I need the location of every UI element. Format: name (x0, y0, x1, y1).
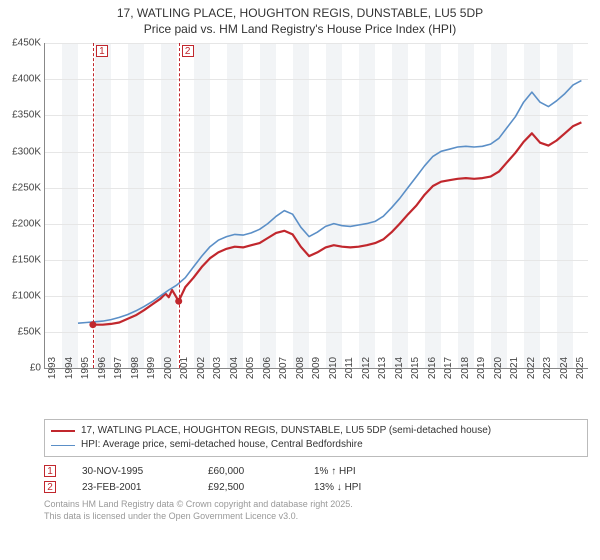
x-tick-label: 2021 (507, 357, 509, 379)
y-tick-label: £300K (5, 146, 45, 157)
y-tick-label: £350K (5, 110, 45, 121)
x-tick-label: 2006 (260, 357, 262, 379)
transaction-hpi: 13% ↓ HPI (314, 482, 404, 493)
x-tick-label: 2011 (342, 357, 344, 379)
sale-marker-label: 2 (182, 45, 194, 57)
sale-marker-line (179, 43, 180, 368)
title-line-1: 17, WATLING PLACE, HOUGHTON REGIS, DUNST… (4, 6, 596, 22)
y-tick-label: £200K (5, 218, 45, 229)
transaction-row: 2 23-FEB-2001 £92,500 13% ↓ HPI (44, 479, 588, 495)
sale-marker-label: 1 (96, 45, 108, 57)
legend-item: 17, WATLING PLACE, HOUGHTON REGIS, DUNST… (51, 424, 581, 438)
footer-line-1: Contains HM Land Registry data © Crown c… (44, 499, 588, 511)
plot-area: £0£50K£100K£150K£200K£250K£300K£350K£400… (44, 43, 588, 369)
y-tick-label: £50K (5, 327, 45, 338)
y-tick-label: £100K (5, 290, 45, 301)
x-tick-label: 2003 (210, 357, 212, 379)
x-tick-label: 2014 (392, 357, 394, 379)
x-tick-label: 2005 (243, 357, 245, 379)
x-tick-label: 2012 (359, 357, 361, 379)
x-tick-label: 2002 (194, 357, 196, 379)
legend-item: HPI: Average price, semi-detached house,… (51, 438, 581, 452)
transaction-index: 1 (44, 465, 56, 477)
legend-swatch (51, 430, 75, 432)
x-tick-label: 1998 (128, 357, 130, 379)
x-tick-label: 2010 (326, 357, 328, 379)
plot-wrapper: £0£50K£100K£150K£200K£250K£300K£350K£400… (44, 43, 588, 391)
x-tick-label: 1993 (45, 357, 47, 379)
x-tick-label: 2017 (441, 357, 443, 379)
legend: 17, WATLING PLACE, HOUGHTON REGIS, DUNST… (44, 419, 588, 457)
transaction-table: 1 30-NOV-1995 £60,000 1% ↑ HPI 2 23-FEB-2001 £… (44, 463, 588, 495)
y-tick-label: £400K (5, 74, 45, 85)
x-tick-label: 2015 (408, 357, 410, 379)
x-tick-label: 2020 (491, 357, 493, 379)
chart-title: 17, WATLING PLACE, HOUGHTON REGIS, DUNST… (0, 0, 600, 39)
series-hpi (78, 81, 581, 324)
footer-line-2: This data is licensed under the Open Gov… (44, 511, 588, 523)
x-tick-label: 2018 (458, 357, 460, 379)
title-line-2: Price paid vs. HM Land Registry's House … (4, 22, 596, 38)
legend-swatch (51, 445, 75, 446)
x-tick-label: 2024 (557, 357, 559, 379)
x-tick-label: 1994 (62, 357, 64, 379)
line-series-svg (45, 43, 588, 368)
x-tick-label: 2022 (524, 357, 526, 379)
transaction-price: £60,000 (208, 466, 288, 477)
transaction-price: £92,500 (208, 482, 288, 493)
x-tick-label: 2004 (227, 357, 229, 379)
transaction-row: 1 30-NOV-1995 £60,000 1% ↑ HPI (44, 463, 588, 479)
series-price_paid (93, 123, 582, 325)
x-tick-label: 2007 (276, 357, 278, 379)
chart-container: 17, WATLING PLACE, HOUGHTON REGIS, DUNST… (0, 0, 600, 560)
x-tick-label: 2023 (540, 357, 542, 379)
x-tick-label: 2000 (161, 357, 163, 379)
x-tick-label: 1995 (78, 357, 80, 379)
x-tick-label: 1999 (144, 357, 146, 379)
x-tick-label: 2008 (293, 357, 295, 379)
y-tick-label: £0 (5, 363, 45, 374)
y-tick-label: £450K (5, 38, 45, 49)
footer-attribution: Contains HM Land Registry data © Crown c… (44, 499, 588, 522)
x-tick-label: 2016 (425, 357, 427, 379)
transaction-date: 23-FEB-2001 (82, 482, 182, 493)
x-tick-label: 2013 (375, 357, 377, 379)
transaction-index: 2 (44, 481, 56, 493)
x-tick-label: 2009 (309, 357, 311, 379)
x-tick-label: 1996 (95, 357, 97, 379)
transaction-date: 30-NOV-1995 (82, 466, 182, 477)
transaction-hpi: 1% ↑ HPI (314, 466, 404, 477)
sale-marker-line (93, 43, 94, 368)
legend-label: 17, WATLING PLACE, HOUGHTON REGIS, DUNST… (81, 424, 491, 438)
x-tick-label: 2019 (474, 357, 476, 379)
x-tick-label: 1997 (111, 357, 113, 379)
y-tick-label: £150K (5, 254, 45, 265)
y-tick-label: £250K (5, 182, 45, 193)
legend-label: HPI: Average price, semi-detached house,… (81, 438, 363, 452)
x-tick-label: 2025 (573, 357, 575, 379)
